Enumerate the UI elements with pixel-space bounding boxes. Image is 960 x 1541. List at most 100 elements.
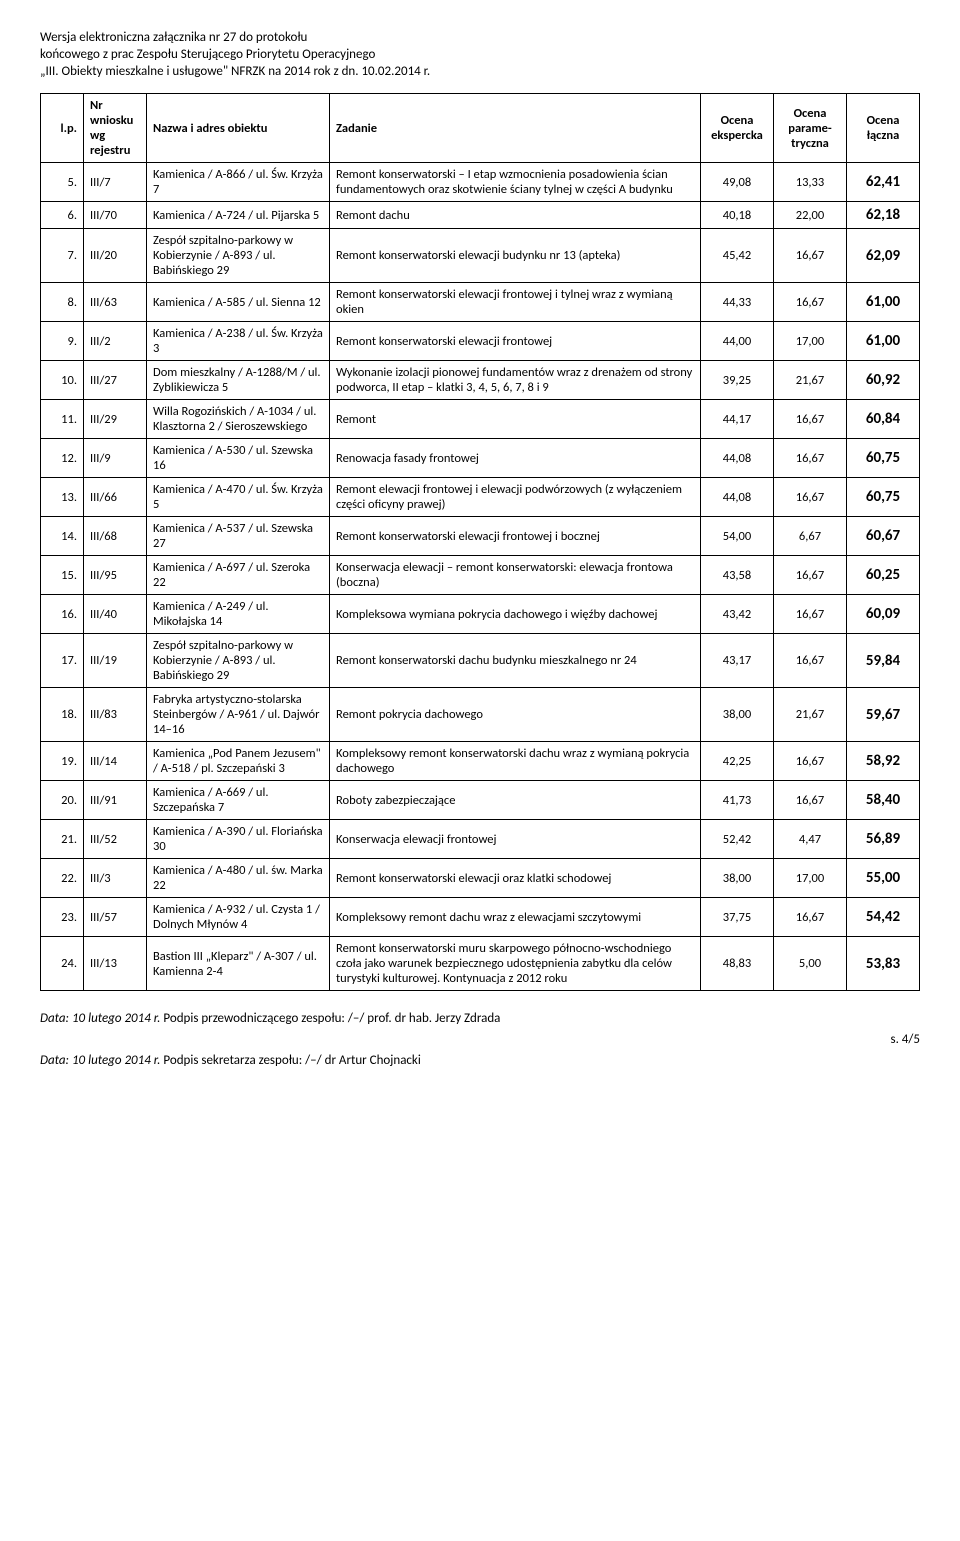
header-line-3: „III. Obiekty mieszkalne i usługowe" NFR… xyxy=(40,64,920,79)
cell-task: Konserwacja elewacji – remont konserwato… xyxy=(330,556,701,595)
cell-expert: 52,42 xyxy=(701,820,774,859)
cell-task: Remont dachu xyxy=(330,202,701,229)
table-row: 22.III/3Kamienica / A-480 / ul. św. Mark… xyxy=(41,859,920,898)
footer-sign-2: Podpis sekretarza zespołu: /–/ dr Artur … xyxy=(160,1053,420,1068)
cell-total: 61,00 xyxy=(847,283,920,322)
cell-lp: 20. xyxy=(41,781,84,820)
cell-expert: 44,08 xyxy=(701,439,774,478)
cell-total: 60,25 xyxy=(847,556,920,595)
cell-param: 5,00 xyxy=(774,937,847,991)
cell-lp: 23. xyxy=(41,898,84,937)
table-row: 21.III/52Kamienica / A-390 / ul. Floriań… xyxy=(41,820,920,859)
cell-task: Remont konserwatorski elewacji frontowej xyxy=(330,322,701,361)
cell-param: 17,00 xyxy=(774,859,847,898)
cell-expert: 54,00 xyxy=(701,517,774,556)
cell-param: 16,67 xyxy=(774,439,847,478)
cell-name: Dom mieszkalny / A-1288/M / ul. Zyblikie… xyxy=(147,361,330,400)
cell-task: Remont konserwatorski elewacji frontowej… xyxy=(330,283,701,322)
cell-expert: 38,00 xyxy=(701,688,774,742)
col-name: Nazwa i adres obiektu xyxy=(147,94,330,163)
cell-expert: 43,17 xyxy=(701,634,774,688)
cell-total: 56,89 xyxy=(847,820,920,859)
table-row: 10.III/27Dom mieszkalny / A-1288/M / ul.… xyxy=(41,361,920,400)
cell-lp: 5. xyxy=(41,163,84,202)
cell-param: 6,67 xyxy=(774,517,847,556)
cell-task: Remont konserwatorski elewacji budynku n… xyxy=(330,229,701,283)
cell-nr: III/52 xyxy=(84,820,147,859)
cell-param: 22,00 xyxy=(774,202,847,229)
cell-name: Kamienica / A-238 / ul. Św. Krzyża 3 xyxy=(147,322,330,361)
table-row: 16.III/40Kamienica / A-249 / ul. Mikołaj… xyxy=(41,595,920,634)
cell-name: Kamienica / A-932 / ul. Czysta 1 / Dolny… xyxy=(147,898,330,937)
cell-lp: 10. xyxy=(41,361,84,400)
cell-lp: 7. xyxy=(41,229,84,283)
cell-nr: III/20 xyxy=(84,229,147,283)
cell-name: Kamienica / A-724 / ul. Pijarska 5 xyxy=(147,202,330,229)
data-table: l.p. Nr wniosku wg rejestru Nazwa i adre… xyxy=(40,93,920,991)
footer-date-label-2: Data: xyxy=(40,1053,72,1068)
cell-name: Kamienica / A-470 / ul. Św. Krzyża 5 xyxy=(147,478,330,517)
cell-nr: III/95 xyxy=(84,556,147,595)
cell-nr: III/13 xyxy=(84,937,147,991)
table-header-row: l.p. Nr wniosku wg rejestru Nazwa i adre… xyxy=(41,94,920,163)
cell-name: Kamienica / A-585 / ul. Sienna 12 xyxy=(147,283,330,322)
cell-param: 16,67 xyxy=(774,781,847,820)
cell-task: Remont pokrycia dachowego xyxy=(330,688,701,742)
table-row: 9.III/2Kamienica / A-238 / ul. Św. Krzyż… xyxy=(41,322,920,361)
cell-task: Remont konserwatorski muru skarpowego pó… xyxy=(330,937,701,991)
cell-task: Remont konserwatorski – I etap wzmocnien… xyxy=(330,163,701,202)
cell-expert: 48,83 xyxy=(701,937,774,991)
cell-nr: III/83 xyxy=(84,688,147,742)
cell-total: 59,67 xyxy=(847,688,920,742)
document-header: Wersja elektroniczna załącznika nr 27 do… xyxy=(40,30,920,79)
cell-param: 21,67 xyxy=(774,361,847,400)
cell-task: Roboty zabezpieczające xyxy=(330,781,701,820)
table-row: 12.III/9Kamienica / A-530 / ul. Szewska … xyxy=(41,439,920,478)
cell-task: Konserwacja elewacji frontowej xyxy=(330,820,701,859)
cell-param: 17,00 xyxy=(774,322,847,361)
page-number: s. 4/5 xyxy=(40,1032,920,1047)
cell-total: 60,67 xyxy=(847,517,920,556)
cell-total: 62,41 xyxy=(847,163,920,202)
cell-nr: III/19 xyxy=(84,634,147,688)
table-row: 15.III/95Kamienica / A-697 / ul. Szeroka… xyxy=(41,556,920,595)
cell-task: Remont konserwatorski dachu budynku mies… xyxy=(330,634,701,688)
cell-lp: 16. xyxy=(41,595,84,634)
cell-lp: 8. xyxy=(41,283,84,322)
table-row: 14.III/68Kamienica / A-537 / ul. Szewska… xyxy=(41,517,920,556)
cell-nr: III/57 xyxy=(84,898,147,937)
cell-task: Remont konserwatorski elewacji oraz klat… xyxy=(330,859,701,898)
cell-nr: III/27 xyxy=(84,361,147,400)
cell-nr: III/14 xyxy=(84,742,147,781)
header-line-1: Wersja elektroniczna załącznika nr 27 do… xyxy=(40,30,920,45)
table-row: 8.III/63Kamienica / A-585 / ul. Sienna 1… xyxy=(41,283,920,322)
cell-name: Kamienica / A-697 / ul. Szeroka 22 xyxy=(147,556,330,595)
cell-nr: III/2 xyxy=(84,322,147,361)
footer-date-2: 10 lutego 2014 r. xyxy=(72,1053,160,1068)
cell-expert: 43,42 xyxy=(701,595,774,634)
cell-total: 54,42 xyxy=(847,898,920,937)
cell-expert: 37,75 xyxy=(701,898,774,937)
cell-lp: 12. xyxy=(41,439,84,478)
cell-total: 62,18 xyxy=(847,202,920,229)
cell-task: Renowacja fasady frontowej xyxy=(330,439,701,478)
cell-lp: 6. xyxy=(41,202,84,229)
cell-expert: 45,42 xyxy=(701,229,774,283)
cell-nr: III/68 xyxy=(84,517,147,556)
cell-name: Fabryka artystyczno-stolarska Steinbergó… xyxy=(147,688,330,742)
cell-name: Bastion III „Kleparz" / A-307 / ul. Kami… xyxy=(147,937,330,991)
cell-total: 61,00 xyxy=(847,322,920,361)
cell-expert: 39,25 xyxy=(701,361,774,400)
cell-lp: 9. xyxy=(41,322,84,361)
footer-line-2: Data: 10 lutego 2014 r. Podpis sekretarz… xyxy=(40,1053,920,1068)
cell-param: 21,67 xyxy=(774,688,847,742)
cell-task: Kompleksowy remont dachu wraz z elewacja… xyxy=(330,898,701,937)
table-row: 19.III/14Kamienica „Pod Panem Jezusem" /… xyxy=(41,742,920,781)
cell-total: 55,00 xyxy=(847,859,920,898)
cell-total: 59,84 xyxy=(847,634,920,688)
cell-expert: 43,58 xyxy=(701,556,774,595)
cell-total: 60,75 xyxy=(847,478,920,517)
cell-lp: 14. xyxy=(41,517,84,556)
cell-name: Kamienica / A-866 / ul. Św. Krzyża 7 xyxy=(147,163,330,202)
cell-nr: III/63 xyxy=(84,283,147,322)
